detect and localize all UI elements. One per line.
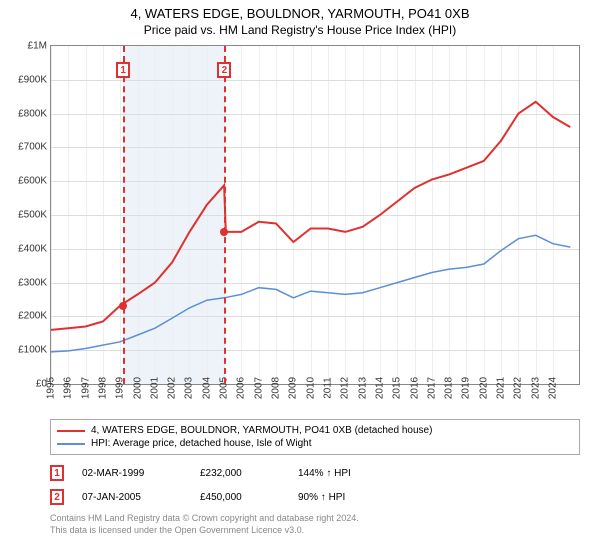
x-axis-label: 2012 <box>340 377 351 399</box>
sale-point-dot <box>220 228 228 236</box>
x-axis-label: 2020 <box>478 377 489 399</box>
sale-date-line <box>123 46 125 384</box>
title-address: 4, WATERS EDGE, BOULDNOR, YARMOUTH, PO41… <box>0 6 600 21</box>
legend: 4, WATERS EDGE, BOULDNOR, YARMOUTH, PO41… <box>50 419 580 455</box>
sale-date: 07-JAN-2005 <box>82 492 182 503</box>
property-price-line <box>51 102 570 330</box>
price-chart: £0£100K£200K£300K£400K£500K£600K£700K£80… <box>50 45 580 385</box>
x-axis-label: 2011 <box>322 377 333 399</box>
chart-lines <box>51 46 579 384</box>
x-axis-label: 2000 <box>132 377 143 399</box>
y-axis-label: £900K <box>18 74 47 85</box>
hpi-line <box>51 235 570 352</box>
x-axis-label: 2015 <box>392 377 403 399</box>
y-axis-label: £500K <box>18 210 47 221</box>
sale-marker-box: 2 <box>217 62 231 78</box>
y-axis-label: £600K <box>18 176 47 187</box>
x-axis-label: 2021 <box>496 377 507 399</box>
x-axis-label: 2017 <box>426 377 437 399</box>
sale-row-marker: 2 <box>50 489 64 505</box>
x-axis-label: 2022 <box>513 377 524 399</box>
x-axis-label: 2003 <box>184 377 195 399</box>
x-axis-label: 2006 <box>236 377 247 399</box>
y-axis-label: £200K <box>18 311 47 322</box>
legend-item: HPI: Average price, detached house, Isle… <box>57 437 573 450</box>
sale-date: 02-MAR-1999 <box>82 468 182 479</box>
sales-list: 1 02-MAR-1999 £232,000 144% ↑ HPI 2 07-JAN-20… <box>50 461 580 509</box>
y-axis-label: £100K <box>18 345 47 356</box>
y-axis-label: £700K <box>18 142 47 153</box>
sale-price: £232,000 <box>200 468 280 479</box>
x-axis-label: 2018 <box>444 377 455 399</box>
x-axis-label: 2009 <box>288 377 299 399</box>
y-axis-label: £800K <box>18 108 47 119</box>
y-axis-label: £300K <box>18 277 47 288</box>
x-axis-label: 2004 <box>201 377 212 399</box>
legend-label: 4, WATERS EDGE, BOULDNOR, YARMOUTH, PO41… <box>91 425 432 436</box>
sale-hpi-delta: 144% ↑ HPI <box>298 468 398 479</box>
legend-swatch <box>57 430 85 432</box>
sale-price: £450,000 <box>200 492 280 503</box>
x-axis-label: 1998 <box>97 377 108 399</box>
legend-swatch <box>57 443 85 445</box>
legend-item: 4, WATERS EDGE, BOULDNOR, YARMOUTH, PO41… <box>57 424 573 437</box>
x-axis-label: 1996 <box>63 377 74 399</box>
sale-row: 2 07-JAN-2005 £450,000 90% ↑ HPI <box>50 485 580 509</box>
sale-hpi-delta: 90% ↑ HPI <box>298 492 398 503</box>
x-axis-label: 1997 <box>80 377 91 399</box>
x-axis-label: 2019 <box>461 377 472 399</box>
x-axis-label: 2007 <box>253 377 264 399</box>
footer-line: Contains HM Land Registry data © Crown c… <box>50 513 580 525</box>
y-axis-label: £1M <box>28 41 47 52</box>
sale-row-marker: 1 <box>50 465 64 481</box>
x-axis-label: 1995 <box>46 377 57 399</box>
x-axis-label: 2016 <box>409 377 420 399</box>
title-subtitle: Price paid vs. HM Land Registry's House … <box>0 23 600 37</box>
x-axis-label: 2024 <box>548 377 559 399</box>
sale-point-dot <box>119 302 127 310</box>
x-axis-label: 2014 <box>374 377 385 399</box>
x-axis-label: 2013 <box>357 377 368 399</box>
footer-attribution: Contains HM Land Registry data © Crown c… <box>50 513 580 536</box>
x-axis-label: 2002 <box>167 377 178 399</box>
legend-label: HPI: Average price, detached house, Isle… <box>91 438 312 449</box>
footer-line: This data is licensed under the Open Gov… <box>50 525 580 537</box>
x-axis-label: 2010 <box>305 377 316 399</box>
x-axis-label: 2023 <box>530 377 541 399</box>
x-axis-label: 2001 <box>149 377 160 399</box>
x-axis-label: 2008 <box>271 377 282 399</box>
y-axis-label: £400K <box>18 243 47 254</box>
sale-row: 1 02-MAR-1999 £232,000 144% ↑ HPI <box>50 461 580 485</box>
sale-marker-box: 1 <box>116 62 130 78</box>
sale-date-line <box>224 46 226 384</box>
